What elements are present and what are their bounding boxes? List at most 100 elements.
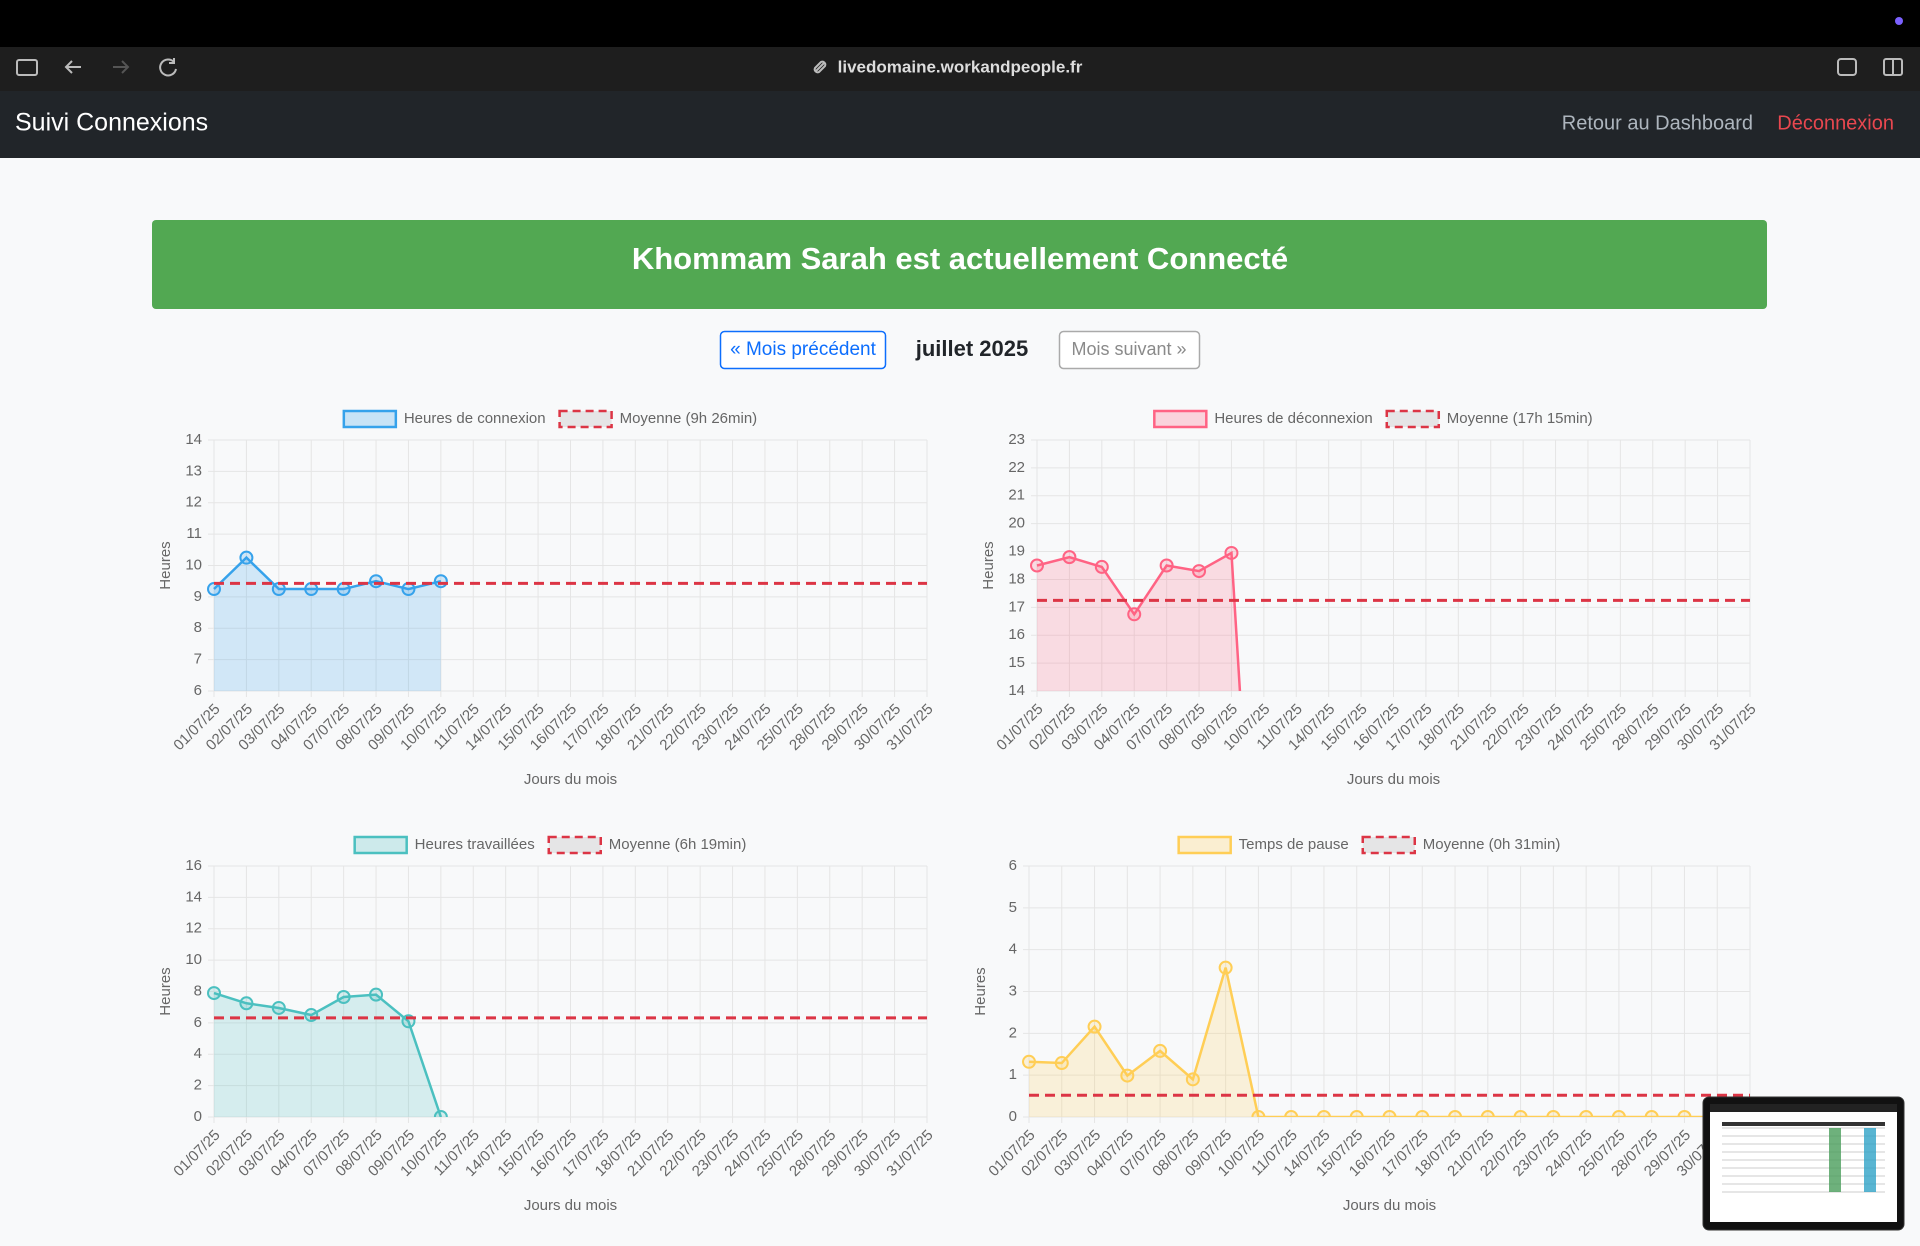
y-tick-label: 22 [1008,459,1025,476]
y-tick-label: 9 [194,588,202,605]
nav-link[interactable]: Déconnexion [1777,112,1894,134]
legend: Heures travaillées Moyenne (6h 19min) [353,835,747,855]
plot [207,550,927,691]
point [1611,1110,1626,1117]
legend-item: Heures de connexion [342,409,546,429]
y-tick-label: 8 [194,619,202,636]
y-tick-label: 15 [1008,654,1025,671]
area [214,993,441,1117]
y-tick-label: 3 [1009,982,1017,999]
point [1513,1110,1528,1117]
x-axis-title: Jours du mois [1347,771,1440,788]
legend-swatch [1385,409,1441,429]
y-tick-label: 6 [194,682,202,699]
point [1159,558,1174,573]
legend-swatch [547,835,602,855]
legend: Heures de déconnexion Moyenne (17h 15min) [1153,409,1593,429]
point [369,987,384,1002]
y-axis-title: Heures [157,541,174,589]
title-bar [0,0,1920,47]
y-tick-label: 13 [185,462,202,479]
status-dot [1895,17,1903,25]
y-tick-label: 6 [1009,857,1017,874]
screenshot-thumbnail[interactable] [1702,1096,1905,1231]
url[interactable]: livedomaine.workandpeople.fr [838,57,1083,76]
y-tick-label: 8 [194,982,202,999]
legend-swatch [1361,835,1416,855]
y-axis-title: Heures [972,967,989,1015]
point [1316,1110,1331,1117]
legend-item: Moyenne (0h 31min) [1361,835,1560,855]
point [1185,1072,1200,1087]
x-axis-title: Jours du mois [1343,1197,1436,1214]
point [1030,558,1044,573]
prev-button-label[interactable]: « Mois précédent [730,339,876,360]
status-banner [152,220,1767,309]
y-tick-label: 20 [1008,515,1025,532]
y-tick-label: 21 [1008,487,1025,504]
point [1087,1019,1102,1034]
y-tick-label: 7 [194,651,202,668]
y-tick-label: 1 [1009,1066,1017,1083]
legend-label: Moyenne (9h 26min) [620,410,758,427]
y-tick-label: 2 [1009,1024,1017,1041]
point [1192,564,1207,579]
point [1022,1054,1036,1069]
legend-item: Moyenne (6h 19min) [547,835,747,855]
legend-item: Heures travaillées [353,835,535,855]
y-tick-label: 4 [194,1045,202,1062]
reload-icon[interactable] [159,58,177,77]
legend-label: Moyenne (6h 19min) [609,836,747,853]
prev-button[interactable] [719,330,887,370]
legend-label: Heures de connexion [404,410,546,427]
area [214,557,441,691]
next-button-label: Mois suivant » [1071,339,1186,359]
next-button [1058,330,1201,370]
legend: Heures de connexion Moyenne (9h 26min) [342,409,758,429]
line [1028,967,1750,1117]
y-axis-title: Heures [980,541,997,589]
legend-label: Heures travaillées [415,836,535,853]
point [1218,960,1233,975]
y-tick-label: 19 [1008,543,1025,560]
plot [1022,960,1757,1117]
point [1127,607,1142,622]
sidebar-icon[interactable] [16,59,38,76]
y-tick-label: 6 [194,1014,202,1031]
brand[interactable]: Suivi Connexions [15,109,208,137]
point [1448,1110,1463,1117]
thumbnail-bar [1710,1104,1897,1112]
point [1382,1110,1397,1117]
point [207,986,221,1001]
link-icon [813,60,827,74]
y-tick-label: 16 [1008,626,1025,643]
thumbnail-header [1722,1122,1885,1126]
point [239,550,254,565]
legend-item: Heures de déconnexion [1153,409,1373,429]
point [1546,1110,1561,1117]
x-axis-title: Jours du mois [524,1197,617,1214]
point [1579,1110,1594,1117]
nav-link[interactable]: Retour au Dashboard [1562,112,1753,134]
y-tick-label: 18 [1008,570,1025,587]
area [1029,967,1750,1117]
back-icon[interactable] [64,60,81,74]
point [433,1110,448,1117]
legend-item: Temps de pause [1177,835,1349,855]
y-tick-label: 14 [1008,682,1025,699]
legend-swatch [342,409,398,429]
area [1037,552,1264,691]
point [1224,545,1239,560]
plot [207,986,927,1117]
point [1677,1110,1692,1117]
legend-label: Moyenne (17h 15min) [1447,410,1593,427]
thumbnail-column [1864,1128,1876,1192]
y-tick-label: 0 [1009,1108,1017,1125]
legend-label: Heures de déconnexion [1214,410,1372,427]
reader-icon[interactable] [1837,58,1857,76]
y-tick-label: 10 [185,556,202,573]
point [1349,1110,1364,1117]
